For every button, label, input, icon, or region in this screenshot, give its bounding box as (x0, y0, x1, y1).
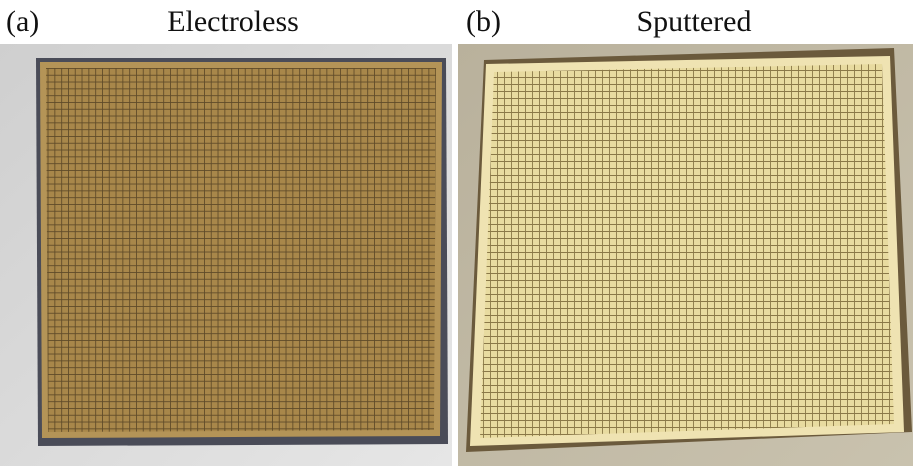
panel-title: Sputtered (637, 5, 752, 38)
photo-sputtered (458, 44, 913, 466)
photo-electroless (0, 44, 452, 466)
panel-title: Electroless (167, 5, 299, 38)
panel-label: (b) (466, 5, 501, 38)
figure: (a) Electroless (b) Sputtered (0, 0, 913, 466)
panel-label: (a) (6, 5, 39, 38)
